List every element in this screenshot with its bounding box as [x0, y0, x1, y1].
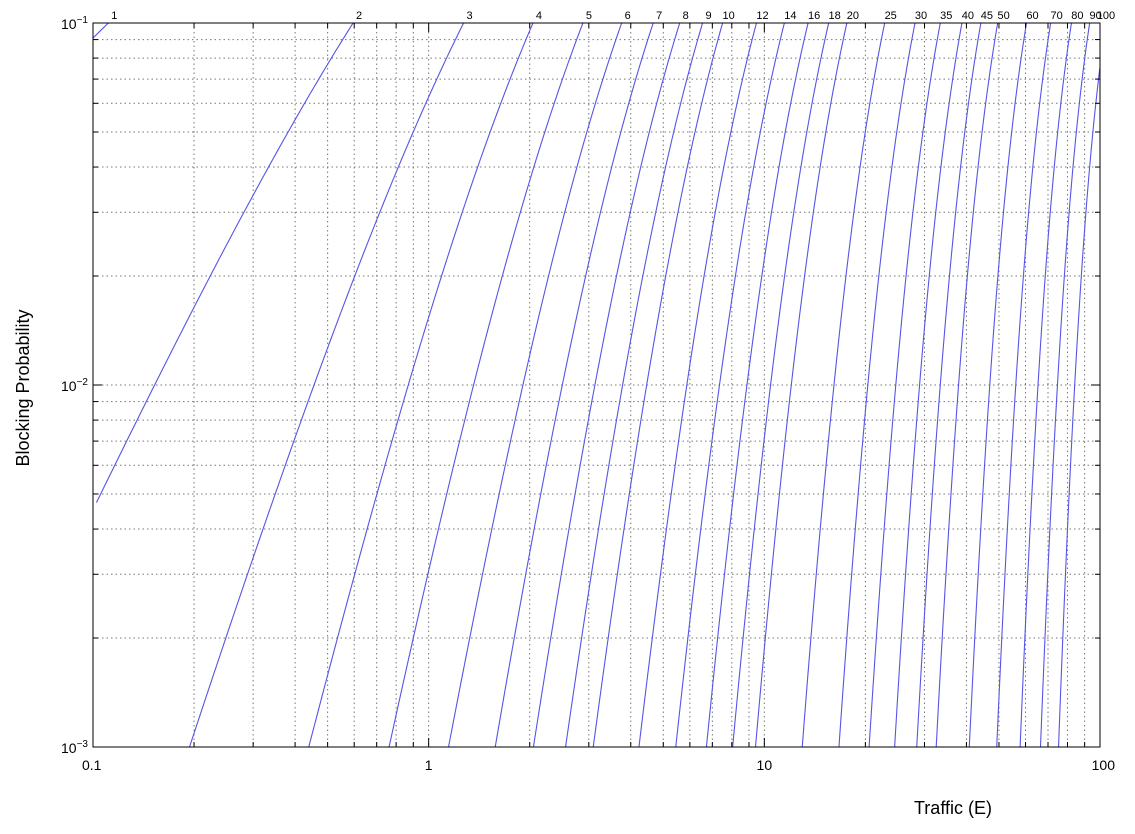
x-axis-label: Traffic (E)	[914, 798, 992, 818]
erlang-b-curve-7	[494, 22, 654, 748]
curves	[92, 22, 1101, 748]
erlang-b-curve-18	[732, 22, 830, 748]
curve-label-12: 12	[756, 10, 768, 22]
erlang-b-curve-6	[447, 22, 623, 748]
curve-label-70: 70	[1051, 10, 1063, 22]
erlang-b-curve-30	[838, 22, 916, 748]
erlang-b-curve-16	[705, 22, 809, 748]
erlang-b-curve-50	[935, 22, 999, 748]
curve-label-25: 25	[885, 10, 897, 22]
erlang-b-curve-90	[1039, 22, 1091, 748]
erlang-b-curve-40	[894, 22, 963, 748]
x-tick-label: 10	[757, 757, 773, 773]
curve-label-45: 45	[981, 10, 993, 22]
curve-label-7: 7	[656, 10, 662, 22]
erlang-b-curve-12	[638, 22, 757, 748]
curve-label-18: 18	[829, 10, 841, 22]
curve-label-35: 35	[940, 10, 952, 22]
curve-label-50: 50	[998, 10, 1010, 22]
curve-label-40: 40	[962, 10, 974, 22]
erlang-b-curve-5	[388, 22, 584, 748]
curve-label-90: 90	[1090, 10, 1102, 22]
grid	[93, 23, 1100, 747]
curve-label-30: 30	[915, 10, 927, 22]
curve-label-3: 3	[467, 10, 473, 22]
curve-label-10: 10	[722, 10, 734, 22]
erlang-b-curve-8	[532, 22, 681, 748]
erlang-b-curve-45	[916, 22, 982, 748]
curve-label-14: 14	[784, 10, 796, 22]
curve-label-20: 20	[847, 10, 859, 22]
curve-label-60: 60	[1026, 10, 1038, 22]
erlang-b-curve-3	[188, 22, 465, 748]
erlang-b-curve-80	[1019, 22, 1072, 748]
curve-label-6: 6	[625, 10, 631, 22]
erlang-b-curve-35	[868, 22, 941, 748]
x-tick-label: 0.1	[82, 757, 102, 773]
erlang-b-curve-9	[565, 22, 704, 748]
curve-label-5: 5	[586, 10, 592, 22]
y-axis-label: Blocking Probability	[13, 309, 33, 466]
curve-label-80: 80	[1071, 10, 1083, 22]
curve-label-2: 2	[356, 10, 362, 22]
erlang-b-curve-20	[754, 22, 848, 748]
y-tick-label: 10−2	[61, 377, 88, 394]
curve-label-8: 8	[683, 10, 689, 22]
erlang-b-curve-60	[968, 22, 1028, 748]
erlang-b-curve-25	[801, 22, 886, 748]
erlang-b-curve-1	[92, 22, 109, 39]
erlang-b-curve-70	[996, 22, 1052, 748]
curve-label-9: 9	[706, 10, 712, 22]
curve-labels: 1 2 3 4 5 6 7 8 9 10 12 14 16 18 20 25 30 35 40 45 50 60 70 80 9…	[111, 10, 1115, 22]
curve-label-16: 16	[808, 10, 820, 22]
y-tick-label: 10−3	[61, 739, 88, 756]
x-tick-label: 100	[1092, 757, 1116, 773]
erlang-b-curve-2	[95, 22, 354, 503]
curve-label-1: 1	[111, 10, 117, 22]
erlang-b-curve-100	[1057, 68, 1101, 748]
y-tick-label: 10−1	[61, 15, 88, 32]
curve-label-4: 4	[536, 10, 542, 22]
erlang-b-curve-10	[592, 22, 724, 748]
erlang-b-curve-14	[675, 22, 785, 748]
curve-label-100: 100	[1097, 10, 1115, 22]
axis-ticks: 0.1 1 10 100 10−3 10−2 10−1	[61, 15, 1115, 773]
erlang-b-curve-4	[308, 22, 534, 748]
x-tick-label: 1	[425, 757, 433, 773]
